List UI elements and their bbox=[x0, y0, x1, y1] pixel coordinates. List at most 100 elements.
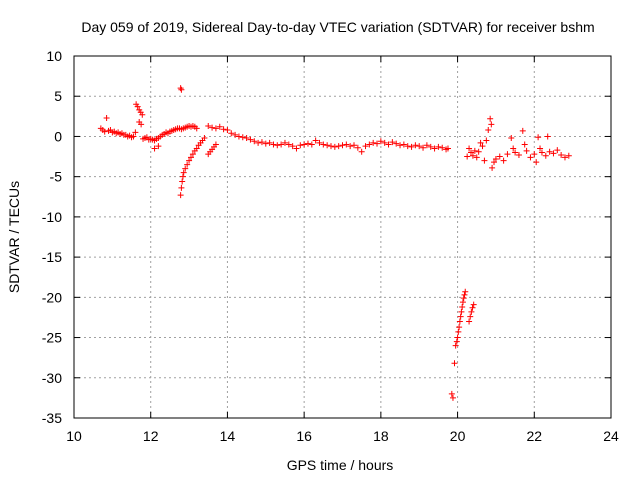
data-point-plus bbox=[366, 141, 373, 148]
data-point-plus bbox=[270, 141, 277, 148]
data-point-plus bbox=[431, 145, 438, 152]
data-point-plus bbox=[537, 145, 544, 152]
data-point-plus bbox=[397, 142, 404, 149]
data-point-plus bbox=[467, 313, 474, 320]
data-point-plus bbox=[466, 145, 473, 152]
x-tick-label: 20 bbox=[450, 428, 466, 444]
x-axis-label: GPS time / hours bbox=[287, 457, 394, 473]
chart-title: Day 059 of 2019, Sidereal Day-to-day VTE… bbox=[81, 19, 594, 35]
data-point-plus bbox=[496, 153, 503, 160]
data-point-plus bbox=[193, 145, 200, 152]
data-point-plus bbox=[189, 151, 196, 158]
data-point-plus bbox=[235, 133, 242, 140]
data-point-plus bbox=[278, 141, 285, 148]
data-point-plus bbox=[151, 145, 158, 152]
data-point-plus bbox=[209, 124, 216, 131]
data-point-plus bbox=[370, 139, 377, 146]
data-point-plus bbox=[301, 141, 308, 148]
data-point-plus bbox=[101, 128, 108, 135]
data-point-plus bbox=[404, 143, 411, 150]
data-point-plus bbox=[427, 143, 434, 150]
data-point-plus bbox=[454, 334, 461, 341]
data-point-plus bbox=[180, 169, 187, 176]
data-point-plus bbox=[469, 152, 476, 159]
data-point-plus bbox=[452, 342, 459, 349]
data-point-plus bbox=[212, 141, 219, 148]
data-point-plus bbox=[449, 394, 456, 401]
data-point-plus bbox=[138, 121, 145, 128]
data-point-plus bbox=[385, 141, 392, 148]
data-point-plus bbox=[243, 135, 250, 142]
data-point-plus bbox=[521, 141, 528, 148]
y-axis-label: SDTVAR / TECUs bbox=[6, 181, 22, 293]
data-point-plus bbox=[177, 192, 184, 199]
data-point-plus bbox=[232, 131, 239, 138]
data-point-plus bbox=[477, 139, 484, 146]
data-point-plus bbox=[304, 140, 311, 147]
data-point-plus bbox=[483, 137, 490, 144]
data-point-plus bbox=[533, 159, 540, 166]
data-point-plus bbox=[255, 139, 262, 146]
data-point-plus bbox=[458, 308, 465, 315]
data-point-plus bbox=[416, 143, 423, 150]
data-point-plus bbox=[400, 141, 407, 148]
data-point-plus bbox=[546, 148, 553, 155]
x-tick-label: 22 bbox=[526, 428, 542, 444]
y-tick-label: -25 bbox=[42, 330, 62, 346]
data-point-plus bbox=[339, 142, 346, 149]
data-point-plus bbox=[266, 139, 273, 146]
data-point-plus bbox=[316, 139, 323, 146]
data-point-plus bbox=[281, 139, 288, 146]
x-tick-label: 12 bbox=[143, 428, 159, 444]
data-point-plus bbox=[389, 139, 396, 146]
data-point-plus bbox=[258, 139, 265, 146]
data-point-plus bbox=[510, 145, 517, 152]
y-tick-label: 0 bbox=[54, 128, 62, 144]
data-point-plus bbox=[327, 143, 334, 150]
x-tick-label: 14 bbox=[220, 428, 236, 444]
data-point-plus bbox=[343, 141, 350, 148]
data-point-plus bbox=[481, 157, 488, 164]
x-tick-label: 18 bbox=[373, 428, 389, 444]
data-point-plus bbox=[239, 134, 246, 141]
data-point-plus bbox=[466, 318, 473, 325]
data-point-plus bbox=[467, 149, 474, 156]
data-point-plus bbox=[455, 328, 462, 335]
data-point-plus bbox=[293, 145, 300, 152]
data-point-plus bbox=[565, 152, 572, 159]
data-point-plus bbox=[550, 150, 557, 157]
data-point-plus bbox=[468, 308, 475, 315]
data-point-plus bbox=[538, 149, 545, 156]
data-point-plus bbox=[324, 142, 331, 149]
data-point-plus bbox=[435, 143, 442, 150]
y-tick-label: -10 bbox=[42, 209, 62, 225]
data-point-plus bbox=[451, 360, 458, 367]
data-point-plus bbox=[331, 143, 338, 150]
data-point-plus bbox=[377, 138, 384, 145]
data-point-plus bbox=[184, 161, 191, 168]
data-point-plus bbox=[381, 139, 388, 146]
data-point-plus bbox=[461, 291, 468, 298]
data-point-plus bbox=[479, 143, 486, 150]
data-point-plus bbox=[471, 147, 478, 154]
data-point-plus bbox=[420, 144, 427, 151]
data-point-plus bbox=[374, 140, 381, 147]
data-point-plus bbox=[354, 144, 361, 151]
y-tick-label: -30 bbox=[42, 370, 62, 386]
data-point-plus bbox=[289, 143, 296, 150]
data-point-plus bbox=[228, 130, 235, 137]
y-tick-label: -20 bbox=[42, 289, 62, 305]
data-point-plus bbox=[470, 301, 477, 308]
data-point-plus bbox=[456, 324, 463, 331]
data-point-plus bbox=[535, 134, 542, 141]
data-point-plus bbox=[193, 125, 200, 132]
y-tick-label: 5 bbox=[54, 88, 62, 104]
data-point-plus bbox=[347, 143, 354, 150]
data-point-plus bbox=[512, 149, 519, 156]
data-point-plus bbox=[515, 151, 522, 158]
data-point-plus bbox=[351, 142, 358, 149]
data-point-plus bbox=[488, 121, 495, 128]
data-point-plus bbox=[448, 390, 455, 397]
data-point-plus bbox=[178, 184, 185, 191]
data-point-plus bbox=[504, 151, 511, 158]
